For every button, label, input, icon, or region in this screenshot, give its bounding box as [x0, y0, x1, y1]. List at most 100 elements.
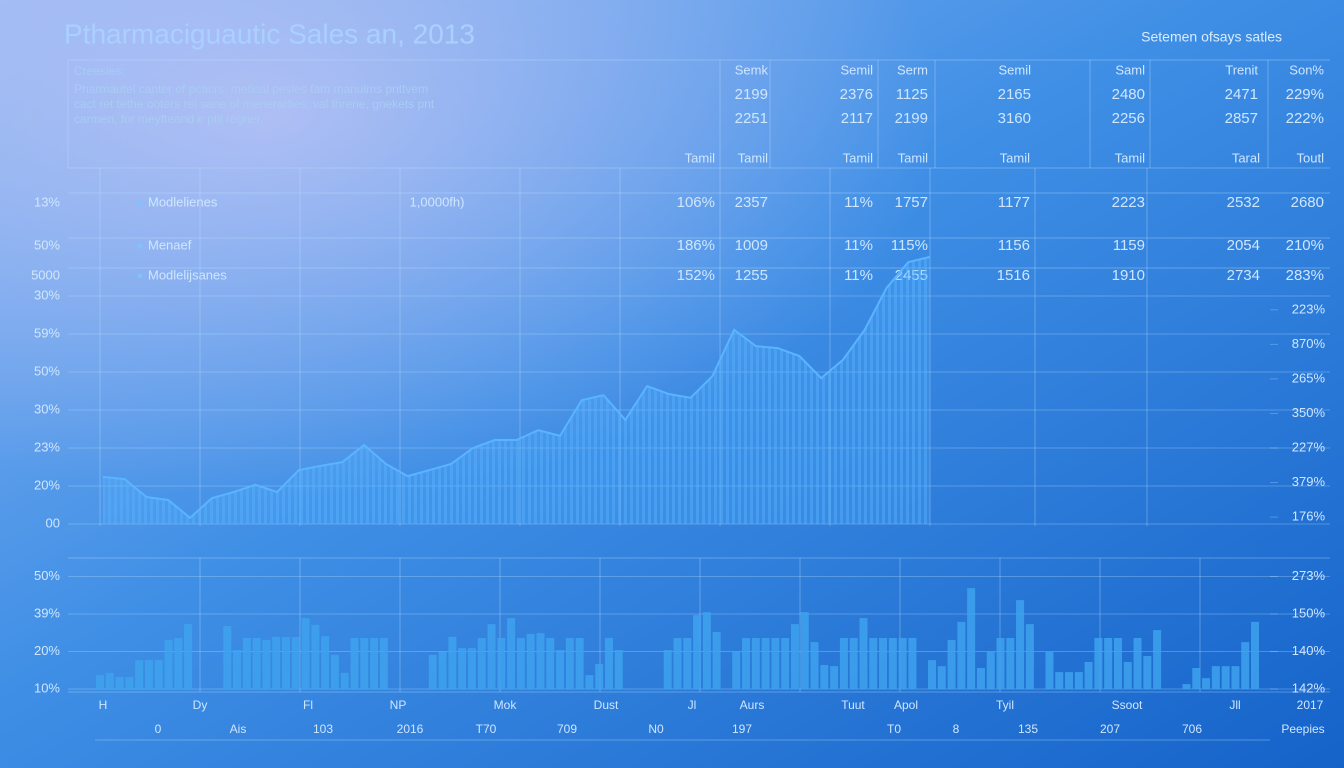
bar [1094, 638, 1103, 689]
bar [771, 638, 780, 689]
table-cell: 2480 [1112, 86, 1145, 103]
row-cell: 152% [677, 267, 715, 284]
x-tick-label: Peepies [1281, 722, 1324, 736]
x-tick-label: 706 [1182, 722, 1202, 736]
row-cell: 210% [1286, 237, 1324, 254]
bar [839, 638, 848, 689]
bar [340, 672, 349, 689]
description-line: carmen, for meyfteand ir plit regrier. [74, 112, 263, 126]
bar [546, 638, 555, 689]
bar [154, 660, 163, 689]
y-tick-label: 39% [34, 605, 60, 620]
bar [477, 638, 486, 689]
bar [957, 621, 966, 689]
table-cell: 2857 [1225, 110, 1258, 127]
x-tick-label: T70 [476, 722, 497, 736]
y-tick-label: 30% [34, 401, 60, 416]
bar [849, 638, 858, 689]
y-tick-label: 50% [34, 568, 60, 583]
column-header: Son% [1289, 62, 1324, 77]
row-side: 5000 [31, 267, 60, 282]
bar [1221, 666, 1230, 689]
bar [233, 650, 242, 689]
bar [507, 618, 516, 689]
x-tick-label: Dy [193, 698, 208, 712]
table-cell: 2199 [735, 86, 768, 103]
row-label: Modlelijsanes [148, 267, 227, 282]
bar [565, 638, 574, 689]
bar [937, 666, 946, 689]
bar [223, 626, 232, 689]
bar [321, 636, 330, 689]
bar [908, 638, 917, 689]
column-header: Serm [897, 62, 928, 77]
y-tick-label: 20% [34, 643, 60, 658]
row-cell: 1910 [1112, 267, 1145, 284]
table-cell: 2165 [998, 86, 1031, 103]
bar [1055, 672, 1064, 689]
legend-swatch [138, 244, 142, 248]
column-header: Saml [1115, 62, 1145, 77]
bar [115, 677, 124, 689]
bar [879, 638, 888, 689]
x-tick-label: Tyil [996, 698, 1014, 712]
bar [693, 615, 702, 689]
bar [1006, 638, 1015, 689]
bar [184, 624, 193, 689]
bar [360, 638, 369, 689]
row-cell: 2223 [1112, 194, 1145, 211]
bar [1202, 678, 1211, 689]
x-tick-label: 8 [953, 722, 960, 736]
bar [1045, 651, 1054, 689]
row-cell: 11% [844, 194, 873, 211]
row-cell: 1516 [997, 267, 1030, 284]
bar [830, 666, 839, 689]
row-label: Menaef [148, 237, 192, 252]
legend-swatch [138, 201, 142, 205]
bar [144, 660, 153, 689]
total-label: Toutl [1297, 150, 1325, 165]
x-tick-label: Ais [230, 722, 247, 736]
x-tick-label: Jll [1229, 698, 1240, 712]
table-cell: 3160 [998, 110, 1031, 127]
x-tick-label: 207 [1100, 722, 1120, 736]
x-tick-label: Mok [494, 698, 518, 712]
bar [810, 642, 819, 689]
x-tick-label: Apol [894, 698, 918, 712]
bar [1113, 638, 1122, 689]
x-tick-label: 2017 [1297, 698, 1324, 712]
bar [820, 665, 829, 689]
y2-tick-label: 227% [1292, 439, 1326, 454]
table-cell: 2376 [840, 86, 873, 103]
bar [350, 638, 359, 689]
bar [96, 675, 104, 689]
total-label: Taral [1232, 150, 1260, 165]
x-tick-label: 709 [557, 722, 577, 736]
table-note: 1,0000fh) [410, 194, 465, 209]
y2-tick-label: 350% [1292, 405, 1326, 420]
x-tick-label: 197 [732, 722, 752, 736]
y-tick-label: 59% [34, 325, 60, 340]
bar [595, 663, 604, 689]
row-cell: 1159 [1113, 237, 1145, 254]
row-cell: 2532 [1227, 194, 1260, 211]
row-cell: 1757 [895, 194, 928, 211]
bar [330, 654, 339, 689]
bar [986, 651, 995, 689]
y2-tick-label: 379% [1292, 474, 1326, 489]
x-tick-label: T0 [887, 722, 901, 736]
y2-tick-label: 140% [1292, 643, 1326, 658]
column-header: Semil [840, 62, 873, 77]
x-tick-label: Dust [594, 698, 619, 712]
bar [458, 648, 467, 689]
bar [1104, 638, 1113, 689]
row-cell: 2680 [1291, 194, 1324, 211]
x-tick-label: Jl [688, 698, 697, 712]
caption: Creesies: [74, 64, 125, 78]
x-tick-label: NP [390, 698, 407, 712]
bar [1251, 621, 1259, 689]
x-tick-label: Tuut [841, 698, 865, 712]
total-label: Tamil [1000, 150, 1030, 165]
row-side: 13% [34, 194, 60, 209]
bar [1123, 662, 1132, 689]
